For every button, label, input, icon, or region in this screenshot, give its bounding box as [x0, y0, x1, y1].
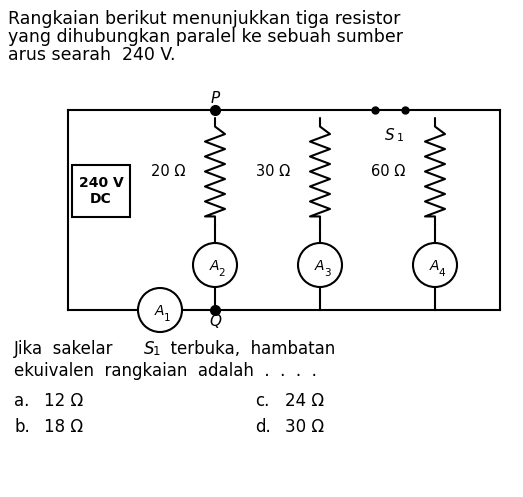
Text: S: S: [385, 128, 395, 143]
Circle shape: [138, 288, 182, 332]
Text: 60 Ω: 60 Ω: [371, 164, 405, 179]
Text: 12 Ω: 12 Ω: [44, 392, 83, 410]
Text: terbuka,  hambatan: terbuka, hambatan: [160, 340, 335, 358]
Text: Q: Q: [209, 314, 221, 329]
Text: P: P: [210, 91, 220, 106]
Text: a.: a.: [14, 392, 29, 410]
Text: A: A: [154, 304, 164, 318]
Text: d.: d.: [255, 418, 271, 436]
Text: ekuivalen  rangkaian  adalah  .  .  .  .: ekuivalen rangkaian adalah . . . .: [14, 362, 317, 380]
Text: 1: 1: [396, 133, 404, 143]
Text: 30 Ω: 30 Ω: [285, 418, 324, 436]
Text: DC: DC: [90, 192, 112, 206]
Text: c.: c.: [255, 392, 269, 410]
Text: Rangkaian berikut menunjukkan tiga resistor: Rangkaian berikut menunjukkan tiga resis…: [8, 10, 401, 28]
Text: A: A: [429, 259, 439, 273]
Text: 24 Ω: 24 Ω: [285, 392, 324, 410]
Text: 1: 1: [153, 345, 161, 358]
Text: S: S: [144, 340, 154, 358]
Circle shape: [193, 243, 237, 287]
Text: 4: 4: [439, 268, 445, 278]
Circle shape: [298, 243, 342, 287]
Text: 240 V: 240 V: [78, 176, 123, 190]
Text: arus searah  240 V.: arus searah 240 V.: [8, 46, 176, 64]
FancyBboxPatch shape: [72, 165, 130, 217]
Text: A: A: [209, 259, 219, 273]
Circle shape: [413, 243, 457, 287]
Text: A: A: [314, 259, 324, 273]
Text: 30 Ω: 30 Ω: [256, 164, 290, 179]
Text: yang dihubungkan paralel ke sebuah sumber: yang dihubungkan paralel ke sebuah sumbe…: [8, 28, 403, 46]
Text: 20 Ω: 20 Ω: [151, 164, 185, 179]
Text: b.: b.: [14, 418, 30, 436]
Text: 2: 2: [219, 268, 225, 278]
Text: 3: 3: [324, 268, 331, 278]
Text: 1: 1: [164, 313, 170, 323]
Text: Jika  sakelar: Jika sakelar: [14, 340, 124, 358]
Text: 18 Ω: 18 Ω: [44, 418, 83, 436]
